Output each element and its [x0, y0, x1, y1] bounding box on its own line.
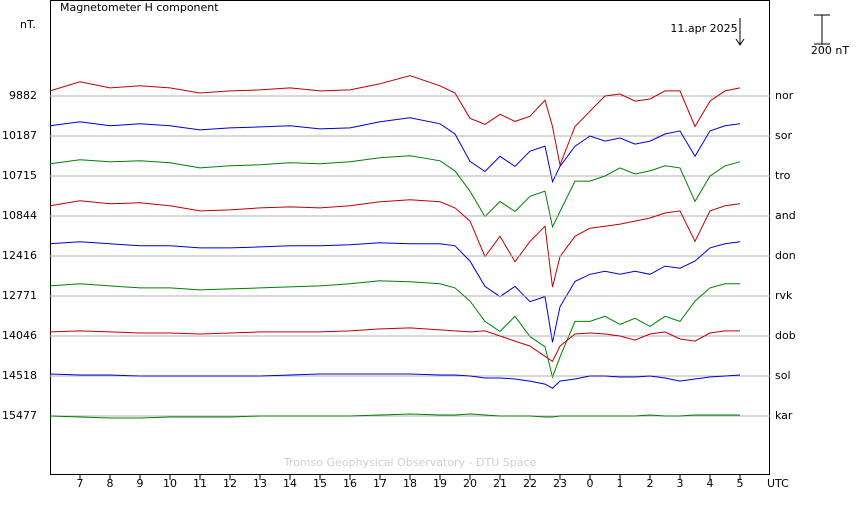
baseline-label: 14046	[2, 329, 37, 342]
x-tick-label: 20	[463, 477, 477, 490]
baseline-label: 12416	[2, 249, 37, 262]
trace	[49, 373, 741, 389]
chart-title: Magnetometer H component	[60, 1, 219, 14]
x-tick-label: 11	[193, 477, 207, 490]
x-tick-label: 16	[343, 477, 357, 490]
x-tick-label: 1	[617, 477, 624, 490]
station-label: and	[775, 209, 796, 222]
x-tick-label: 17	[373, 477, 387, 490]
x-tick-label: 19	[433, 477, 447, 490]
trace	[49, 241, 741, 343]
station-label: sol	[775, 369, 791, 382]
watermark: Tromso Geophysical Observatory - DTU Spa…	[283, 456, 537, 469]
x-tick-label: 22	[523, 477, 537, 490]
station-label: sor	[775, 129, 792, 142]
baseline-label: 12771	[2, 289, 37, 302]
x-axis-label: UTC	[767, 477, 789, 490]
baseline-label: 15477	[2, 409, 37, 422]
scale-bar-label: 200 nT	[811, 44, 849, 57]
baseline-label: 14518	[2, 369, 37, 382]
station-label: tro	[775, 169, 791, 182]
baseline-label: 9882	[9, 89, 37, 102]
x-tick-label: 9	[137, 477, 144, 490]
station-label: dob	[775, 329, 796, 342]
trace	[49, 280, 740, 379]
trace	[49, 413, 740, 419]
station-label: rvk	[775, 289, 793, 302]
station-label: nor	[775, 89, 794, 102]
baseline-label: 10187	[2, 129, 37, 142]
baseline-label: 10715	[2, 169, 37, 182]
x-tick-label: 21	[493, 477, 507, 490]
x-tick-label: 18	[403, 477, 417, 490]
trace	[49, 199, 741, 288]
x-tick-label: 4	[707, 477, 714, 490]
plot-frame	[50, 0, 770, 475]
station-label: don	[775, 249, 796, 262]
date-arrow-head	[735, 38, 745, 46]
trace	[49, 75, 741, 167]
x-tick-label: 23	[553, 477, 567, 490]
x-tick-label: 13	[253, 477, 267, 490]
station-label: kar	[775, 409, 793, 422]
trace	[49, 327, 740, 363]
x-tick-label: 5	[737, 477, 744, 490]
x-tick-label: 8	[107, 477, 114, 490]
trace	[49, 155, 741, 229]
trace	[49, 117, 741, 184]
x-tick-label: 3	[677, 477, 684, 490]
x-tick-label: 10	[163, 477, 177, 490]
x-tick-label: 12	[223, 477, 237, 490]
x-tick-label: 2	[647, 477, 654, 490]
x-tick-label: 15	[313, 477, 327, 490]
y-unit: nT.	[20, 18, 36, 31]
baseline-label: 10844	[2, 209, 37, 222]
date-label: 11.apr 2025	[670, 22, 737, 35]
x-tick-label: 14	[283, 477, 297, 490]
x-tick-label: 0	[587, 477, 594, 490]
x-tick-label: 7	[77, 477, 84, 490]
